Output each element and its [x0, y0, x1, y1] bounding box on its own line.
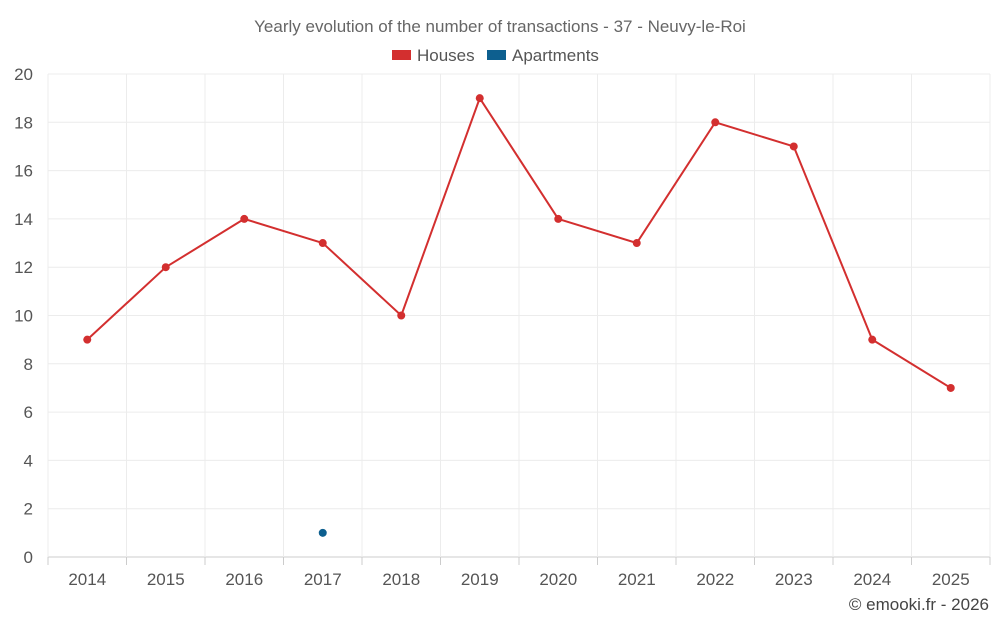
x-tick-label: 2020 [539, 570, 577, 589]
x-tick-label: 2014 [68, 570, 106, 589]
y-tick-label: 6 [24, 403, 33, 422]
x-tick-label: 2023 [775, 570, 813, 589]
y-tick-label: 20 [14, 65, 33, 84]
y-tick-label: 4 [24, 451, 33, 470]
legend-item-houses[interactable]: Houses [392, 46, 475, 65]
data-point-houses[interactable] [554, 214, 563, 223]
data-point-houses[interactable] [83, 335, 92, 344]
legend-swatch-apartments [487, 50, 506, 60]
data-point-houses[interactable] [632, 239, 641, 248]
data-point-apartments[interactable] [318, 528, 327, 537]
series-line-houses [86, 97, 952, 389]
credit-text: © emooki.fr - 2026 [849, 595, 989, 614]
legend-item-apartments[interactable]: Apartments [487, 46, 599, 65]
x-tick-label: 2019 [461, 570, 499, 589]
x-tick-label: 2021 [618, 570, 656, 589]
y-tick-label: 0 [24, 548, 33, 567]
x-tick-label: 2018 [382, 570, 420, 589]
y-tick-label: 2 [24, 500, 33, 519]
x-tick-label: 2025 [932, 570, 970, 589]
x-tick-label: 2022 [696, 570, 734, 589]
y-tick-label: 12 [14, 258, 33, 277]
x-tick-label: 2017 [304, 570, 342, 589]
data-point-houses[interactable] [161, 263, 170, 272]
x-tick-label: 2015 [147, 570, 185, 589]
y-axis: 0 2 4 6 8 10 12 14 16 18 20 [14, 65, 33, 567]
data-point-houses[interactable] [711, 118, 720, 127]
data-point-houses[interactable] [318, 239, 327, 248]
data-point-houses[interactable] [946, 383, 955, 392]
data-point-houses[interactable] [868, 335, 877, 344]
y-tick-label: 18 [14, 113, 33, 132]
x-tick-label: 2024 [853, 570, 891, 589]
data-point-houses[interactable] [397, 311, 406, 320]
legend: Houses Apartments [392, 46, 599, 65]
data-point-houses[interactable] [240, 214, 249, 223]
x-tick-label: 2016 [225, 570, 263, 589]
legend-swatch-houses [392, 50, 411, 60]
grid [47, 73, 991, 558]
y-tick-label: 8 [24, 355, 33, 374]
data-point-houses[interactable] [475, 94, 484, 103]
chart-title: Yearly evolution of the number of transa… [254, 17, 746, 36]
data-point-houses[interactable] [789, 142, 798, 151]
y-tick-label: 10 [14, 307, 33, 326]
legend-label-houses: Houses [417, 46, 475, 65]
series [83, 94, 955, 537]
legend-label-apartments: Apartments [512, 46, 599, 65]
y-tick-label: 14 [14, 210, 33, 229]
x-axis: 2014 2015 2016 2017 2018 2019 2020 2021 2022 2023… [47, 557, 991, 589]
y-tick-label: 16 [14, 162, 33, 181]
